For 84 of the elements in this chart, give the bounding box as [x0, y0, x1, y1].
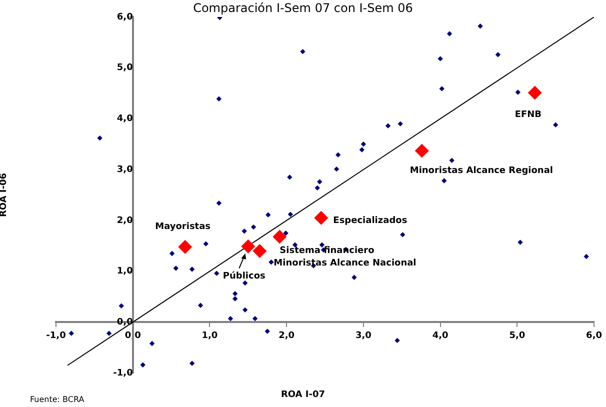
point — [528, 86, 542, 100]
point — [478, 24, 483, 29]
point — [300, 48, 306, 54]
x-tick-label: 2,0 — [278, 330, 295, 341]
point — [552, 122, 558, 128]
point — [414, 144, 429, 158]
point — [169, 250, 175, 256]
point — [317, 179, 322, 184]
point — [518, 240, 523, 245]
x-tick-label: 1,0 — [202, 330, 218, 341]
point — [314, 185, 320, 190]
point — [266, 212, 271, 218]
annotation: Minoristas Alcance Regional — [410, 166, 553, 176]
point — [241, 239, 256, 254]
y-tick-label: 2,0 — [116, 216, 133, 226]
point — [242, 228, 247, 234]
x-tick-label: 3,0 — [355, 330, 372, 341]
point — [242, 307, 248, 313]
point — [352, 274, 357, 280]
point — [335, 152, 341, 158]
point — [439, 86, 444, 92]
point — [268, 260, 274, 265]
x-tick-label: 4,0 — [432, 330, 448, 341]
point — [140, 362, 146, 368]
point — [214, 270, 220, 276]
point — [68, 330, 74, 336]
point — [359, 147, 365, 152]
point — [149, 340, 155, 346]
point — [252, 316, 258, 322]
point — [203, 241, 208, 246]
y-tick-label: -1,0 — [113, 368, 133, 378]
point — [252, 244, 267, 258]
y-tick-label: 5,0 — [116, 63, 133, 74]
y-tick-label: 3,0 — [116, 164, 133, 175]
point — [198, 302, 204, 308]
point — [360, 142, 366, 147]
point — [173, 266, 179, 271]
point — [178, 240, 192, 254]
point — [118, 303, 124, 308]
annotation: Especializados — [333, 216, 408, 226]
point — [584, 254, 589, 260]
y-tick-label: 1,0 — [116, 266, 133, 277]
x-tick-label: -1,0 — [46, 330, 66, 341]
point — [216, 200, 222, 206]
point — [216, 96, 222, 102]
point — [398, 121, 403, 126]
point — [189, 360, 195, 366]
annotation: Minoristas Alcance Nacional — [274, 258, 416, 268]
point — [288, 212, 294, 217]
point — [232, 296, 238, 302]
point — [228, 316, 234, 322]
point — [232, 291, 238, 296]
point — [442, 178, 447, 184]
y-tick-label: 4,0 — [116, 114, 133, 124]
point — [446, 31, 452, 36]
point — [495, 52, 501, 58]
point — [287, 174, 292, 180]
source-note: Fuente: BCRA — [30, 395, 84, 404]
annotation: Públicos — [222, 270, 266, 282]
annotation: EFNB — [514, 110, 542, 120]
point — [334, 166, 340, 172]
point — [97, 135, 102, 141]
point — [449, 158, 454, 164]
point — [400, 232, 406, 238]
point — [106, 330, 112, 336]
point — [314, 210, 328, 225]
y-tick-label: 0,0 — [116, 317, 133, 328]
point — [438, 56, 443, 62]
point — [242, 280, 248, 286]
x-axis-title: ROA I-07 — [280, 390, 326, 400]
point — [189, 266, 195, 272]
point — [394, 338, 400, 344]
x-tick-label: 5,0 — [509, 330, 526, 341]
point — [283, 230, 288, 236]
y-tick-label: 6,0 — [116, 12, 133, 22]
chart-title: Comparación I-Sem 07 con I-Sem 06 — [193, 1, 413, 15]
point — [385, 123, 391, 128]
annotation: Sistema financiero — [280, 246, 374, 256]
annotation: Mayoristas — [155, 222, 211, 232]
point — [250, 224, 256, 230]
point — [272, 230, 287, 244]
point — [515, 90, 521, 95]
point — [264, 328, 270, 334]
x-tick-label: 6,0 — [586, 330, 602, 341]
